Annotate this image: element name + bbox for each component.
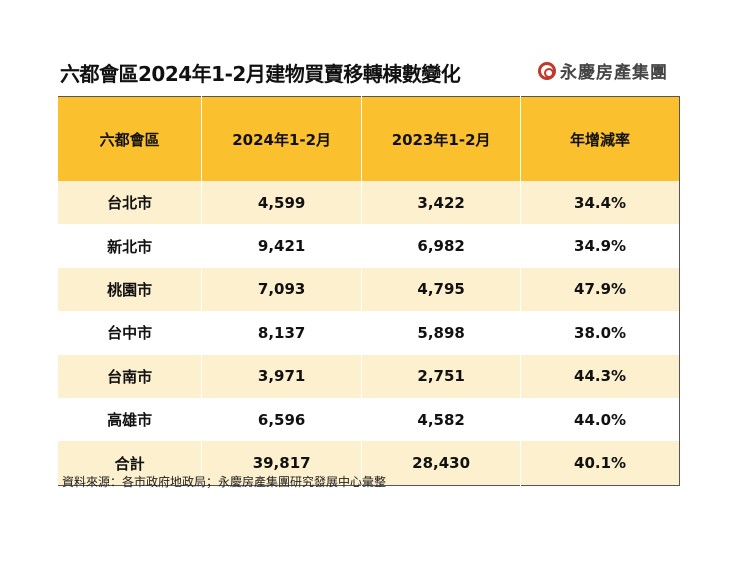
table-cell: 合計: [56, 441, 202, 486]
table-cell: 8,137: [201, 311, 362, 355]
table-cell: 2,751: [361, 354, 521, 398]
table-cell: 39,817: [201, 441, 362, 486]
logo-icon: [538, 61, 556, 80]
table-row: 台北市 4,599 3,422 34.4%: [56, 181, 680, 225]
chart-title: 六都會區2024年1-2月建物買賣移轉棟數變化: [60, 62, 461, 86]
brand-logo: 永慶房產集團: [538, 58, 668, 83]
table-cell: 6,982: [361, 224, 521, 268]
table-cell: 3,422: [361, 181, 521, 225]
column-header: 2024年1-2月: [201, 96, 362, 181]
table-cell: 47.9%: [520, 267, 680, 312]
table-cell: 40.1%: [520, 441, 680, 486]
header-row: 六都會區 2024年1-2月 2023年1-2月 年增減率: [56, 96, 680, 181]
table-cell: 28,430: [361, 441, 521, 486]
table-cell: 9,421: [201, 224, 362, 268]
table-cell: 7,093: [201, 267, 362, 312]
table-row: 新北市 9,421 6,982 34.9%: [56, 224, 680, 268]
table-row: 台中市 8,137 5,898 38.0%: [56, 311, 680, 355]
table-cell: 44.3%: [520, 354, 680, 398]
table-cell: 台北市: [56, 181, 202, 225]
source-note: 資料來源：各市政府地政局；永慶房產集團研究發展中心彙整: [62, 475, 387, 489]
logo-text: 永慶房產集團: [560, 63, 668, 83]
table-cell: 44.0%: [520, 397, 680, 442]
table-cell: 6,596: [201, 397, 362, 442]
total-row: 合計 39,817 28,430 40.1%: [56, 441, 680, 486]
table-cell: 3,971: [201, 354, 362, 398]
table-cell: 桃園市: [56, 267, 202, 312]
data-table: 六都會區 2024年1-2月 2023年1-2月 年增減率 台北市 4,599 3,422…: [56, 96, 680, 486]
column-header: 六都會區: [56, 96, 202, 181]
table-cell: 34.9%: [520, 224, 680, 268]
table-row: 台南市 3,971 2,751 44.3%: [56, 354, 680, 398]
table-row: 桃園市 7,093 4,795 47.9%: [56, 267, 680, 312]
column-header: 2023年1-2月: [361, 96, 521, 181]
table-row: 高雄市 6,596 4,582 44.0%: [56, 397, 680, 442]
table-cell: 34.4%: [520, 181, 680, 225]
table-cell: 5,898: [361, 311, 521, 355]
column-header: 年增減率: [520, 96, 680, 181]
table-cell: 台中市: [56, 311, 202, 355]
table-cell: 高雄市: [56, 397, 202, 442]
table-cell: 38.0%: [520, 311, 680, 355]
table-cell: 4,599: [201, 181, 362, 225]
table-cell: 4,795: [361, 267, 521, 312]
table-cell: 台南市: [56, 354, 202, 398]
table-cell: 4,582: [361, 397, 521, 442]
table-cell: 新北市: [56, 224, 202, 268]
